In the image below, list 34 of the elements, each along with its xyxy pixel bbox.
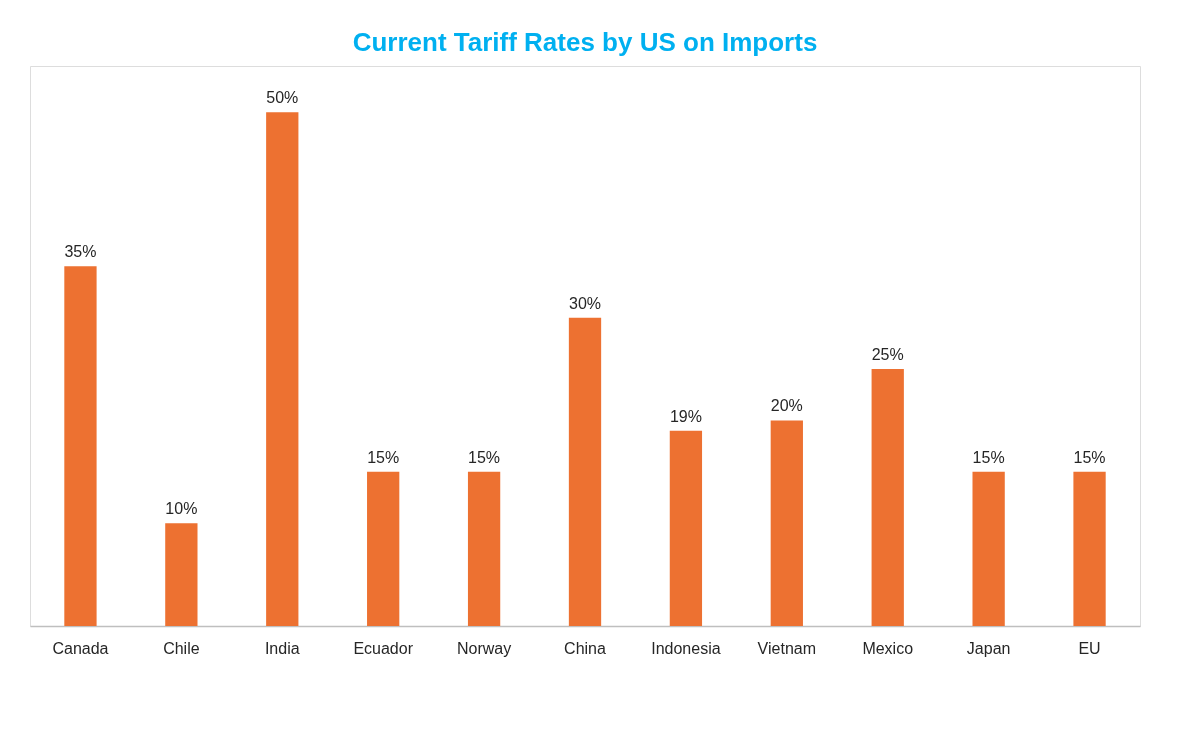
data-label: 50%: [266, 89, 299, 107]
x-tick-label: EU: [1078, 639, 1101, 657]
data-label: 15%: [367, 448, 400, 466]
x-tick-label: China: [564, 639, 606, 657]
x-tick-label: Mexico: [862, 639, 914, 657]
data-label: 19%: [669, 407, 702, 425]
bar: [367, 471, 400, 626]
data-label: 35%: [64, 243, 97, 261]
x-tick-label: Indonesia: [651, 639, 721, 657]
bar: [165, 523, 198, 626]
bar: [972, 471, 1005, 626]
data-label: 25%: [871, 346, 904, 364]
x-tick-label: Ecuador: [353, 639, 414, 657]
data-label: 20%: [770, 397, 803, 415]
x-tick-label: Canada: [52, 639, 109, 657]
bar: [467, 471, 501, 626]
chart-title: Current Tariff Rates by US on Imports: [352, 27, 818, 57]
bar: [669, 430, 703, 626]
data-label: 30%: [568, 294, 602, 312]
bar: [871, 369, 904, 626]
x-tick-label: Chile: [163, 639, 200, 657]
data-label: 10%: [165, 500, 198, 518]
data-label: 15%: [972, 448, 1005, 466]
x-tick-label: Norway: [456, 639, 512, 657]
x-tick-label: India: [264, 639, 300, 657]
bar: [770, 420, 803, 626]
data-label: 15%: [1073, 448, 1106, 466]
bar: [266, 112, 299, 626]
x-tick-label: Japan: [966, 639, 1011, 657]
bar: [568, 317, 602, 626]
bar: [64, 266, 97, 626]
x-tick-label: Vietnam: [757, 639, 817, 657]
data-label: 15%: [468, 448, 501, 466]
bar: [1073, 471, 1106, 626]
